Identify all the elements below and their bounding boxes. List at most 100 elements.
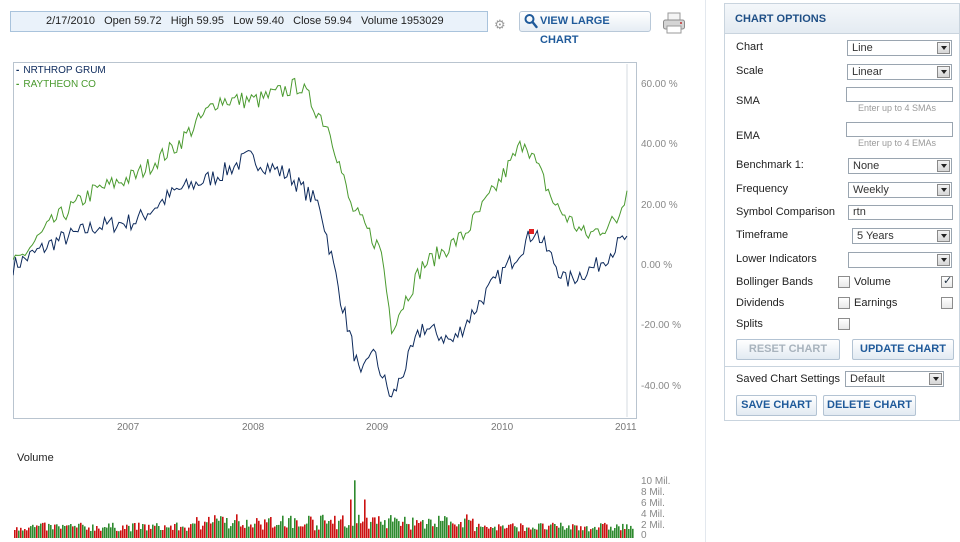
volume-bar	[590, 529, 592, 538]
gear-icon[interactable]: ⚙	[494, 17, 506, 32]
view-large-chart-button[interactable]: VIEW LARGE CHART	[519, 11, 651, 46]
volume-bar	[470, 520, 472, 538]
bollinger-bands-label: Bollinger Bands	[736, 276, 814, 288]
legend-item-raytheon: - RAYTHEON CO	[16, 79, 96, 90]
earnings-checkbox[interactable]	[941, 297, 953, 309]
volume-bar	[130, 531, 132, 538]
volume-bar	[318, 529, 320, 538]
volume-bar	[562, 526, 564, 538]
volume-bar	[238, 521, 240, 538]
volume-bar	[440, 520, 442, 538]
volume-bar	[514, 526, 516, 538]
volume-bar	[510, 524, 512, 538]
volume-bar	[30, 526, 32, 538]
volume-bar	[370, 521, 372, 538]
volume-bar	[618, 526, 620, 538]
volume-bar	[68, 525, 70, 538]
volume-bar	[610, 526, 612, 538]
volume-bar	[316, 525, 318, 538]
quote-date: 2/17/2010	[46, 15, 95, 27]
volume-bar	[358, 514, 360, 538]
saved-settings-select[interactable]: Default	[845, 371, 944, 387]
volume-bar	[320, 515, 322, 538]
volume-bar	[124, 529, 126, 538]
lower-indicators-select[interactable]	[848, 252, 952, 268]
volume-bar	[14, 530, 16, 538]
volume-bar	[504, 528, 506, 538]
volume-bar	[276, 525, 278, 538]
volume-bar	[336, 529, 338, 538]
delete-chart-button[interactable]: DELETE CHART	[823, 395, 916, 416]
volume-bar	[356, 523, 358, 538]
volume-bar	[72, 526, 74, 538]
volume-bar	[88, 527, 90, 538]
volume-bar	[494, 526, 496, 538]
sma-input[interactable]	[846, 87, 953, 102]
volume-bar	[244, 527, 246, 538]
benchmark-value: None	[853, 160, 880, 172]
volume-bar	[148, 524, 150, 538]
volume-bar	[98, 528, 100, 538]
price-chart-frame[interactable]	[13, 62, 637, 419]
volume-bar	[142, 524, 144, 538]
timeframe-value: 5 Years	[857, 230, 894, 242]
volume-bar	[150, 528, 152, 538]
printer-icon[interactable]	[662, 12, 686, 34]
volume-bar	[524, 531, 526, 538]
volume-bar	[478, 523, 480, 538]
save-chart-button[interactable]: SAVE CHART	[736, 395, 817, 416]
volume-bar	[540, 523, 542, 538]
volume-bar	[488, 528, 490, 538]
volume-bar	[248, 526, 250, 538]
volume-bar	[176, 522, 178, 538]
chevron-down-icon	[937, 42, 950, 54]
volume-bar	[18, 530, 20, 538]
timeframe-select[interactable]: 5 Years	[852, 228, 952, 244]
scale-select[interactable]: Linear	[847, 64, 952, 80]
volume-chart	[14, 480, 634, 539]
frequency-select[interactable]: Weekly	[848, 182, 952, 198]
splits-checkbox[interactable]	[838, 318, 850, 330]
volume-bar	[390, 515, 392, 538]
volume-bar	[570, 529, 572, 538]
volume-bar	[486, 527, 488, 538]
chart-type-select[interactable]: Line	[847, 40, 952, 56]
update-chart-button[interactable]: UPDATE CHART	[852, 339, 954, 360]
volume-bar	[552, 522, 554, 538]
volume-bar	[328, 521, 330, 538]
volume-bar	[522, 525, 524, 538]
x-tick-label: 2011	[615, 422, 637, 433]
dividends-checkbox[interactable]	[838, 297, 850, 309]
chart-legend: - NRTHROP GRUM - RAYTHEON CO	[16, 64, 106, 92]
chevron-down-icon	[937, 254, 950, 266]
reset-chart-button[interactable]: RESET CHART	[736, 339, 840, 360]
volume-bar	[516, 527, 518, 538]
ema-input[interactable]	[846, 122, 953, 137]
y-tick-label: 0.00 %	[641, 260, 673, 271]
volume-bar	[252, 527, 254, 538]
volume-bar	[224, 522, 226, 538]
volume-bar	[608, 529, 610, 538]
volume-bar	[100, 530, 102, 538]
volume-bar	[466, 514, 468, 538]
bollinger-bands-checkbox[interactable]	[838, 276, 850, 288]
volume-checkbox[interactable]	[941, 274, 953, 288]
volume-bar	[298, 526, 300, 538]
volume-bar	[530, 529, 532, 538]
volume-bar	[160, 530, 162, 538]
volume-tick-label: 10 Mil.	[641, 476, 671, 487]
volume-bar	[398, 521, 400, 538]
volume-bar	[444, 516, 446, 538]
volume-tick-label: 2 Mil.	[641, 520, 665, 531]
volume-bar	[384, 520, 386, 538]
volume-bar	[474, 531, 476, 538]
benchmark-select[interactable]: None	[848, 158, 952, 174]
x-tick-label: 2009	[366, 422, 389, 433]
chart-type-value: Line	[852, 42, 873, 54]
volume-bar	[620, 530, 622, 538]
volume-bar	[198, 520, 200, 538]
volume-bar	[556, 526, 558, 538]
symbol-comparison-input[interactable]: rtn	[848, 205, 953, 220]
volume-bar	[34, 527, 36, 538]
volume-bar	[308, 515, 310, 538]
